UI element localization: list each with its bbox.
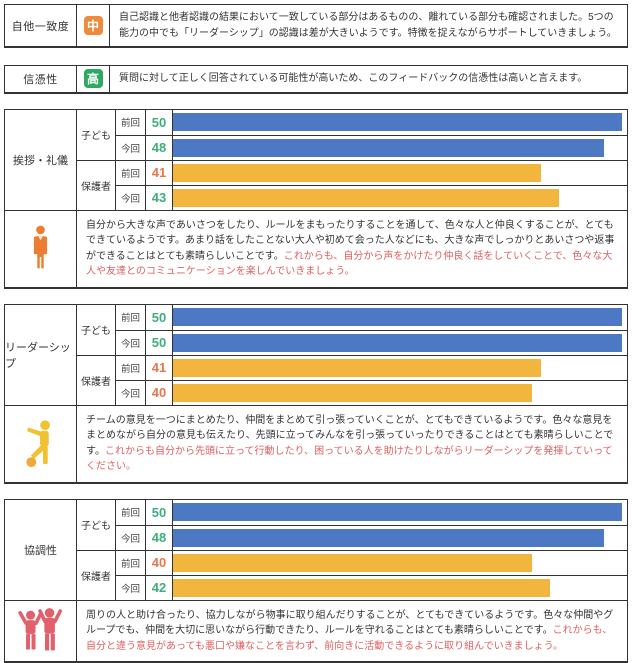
level-badge: 中 [84, 16, 103, 35]
self-other-agreement-box: 自他一致度 中 自己認識と他者認識の結果において一致している部分はあるものの、離… [4, 4, 628, 48]
section-title: 協調性 [5, 500, 77, 600]
score-bar [173, 359, 541, 377]
score-bar [173, 113, 622, 131]
badge-cell: 中 [77, 5, 110, 46]
score-value: 50 [146, 110, 173, 135]
section-title: リーダーシップ [5, 305, 77, 405]
score-bar [173, 579, 550, 597]
score-bar [173, 503, 622, 521]
score-value: 48 [146, 135, 173, 160]
standing-person-icon [31, 225, 50, 272]
level-badge: 高 [84, 69, 103, 88]
comment-text: チームの意見を一つにまとめたり、仲間をまとめて引っ張っていくことが、とてもできて… [77, 406, 627, 482]
time-label: 前回 [116, 550, 146, 575]
comment-box: 周りの人と助け合ったり、協力しながら物事に取り組んだりすることが、とてもできてい… [4, 601, 628, 663]
comment-text: 自分から大きな声であいさつをしたり、ルールをまもったりすることを通して、色々な人… [77, 211, 627, 287]
score-bar [173, 529, 604, 547]
score-value: 50 [146, 305, 173, 330]
score-bar [173, 334, 622, 352]
time-label: 今回 [116, 525, 146, 550]
score-bar [173, 189, 559, 207]
section-leadership: リーダーシップ 子ども 前回 50 今回 50 保護者 前回 41 今回 40 … [4, 304, 628, 484]
time-label: 今回 [116, 185, 146, 210]
time-label: 今回 [116, 575, 146, 600]
score-value: 40 [146, 380, 173, 405]
section-title: 挨拶・礼儀 [5, 110, 77, 210]
summary-text: 質問に対して正しく回答されている可能性が高いため、このフィードバックの信憑性は高… [110, 66, 627, 92]
time-label: 前回 [116, 305, 146, 330]
group-label-child: 子ども [77, 110, 116, 160]
summary-label: 自他一致度 [5, 5, 77, 46]
time-label: 前回 [116, 500, 146, 525]
soccer-player-icon [24, 419, 57, 469]
score-chart: 挨拶・礼儀 子ども 前回 50 今回 48 保護者 前回 41 今回 43 [4, 109, 628, 211]
comment-box: チームの意見を一つにまとめたり、仲間をまとめて引っ張っていくことが、とてもできて… [4, 406, 628, 484]
score-value: 42 [146, 575, 173, 600]
group-label-guardian: 保護者 [77, 355, 116, 405]
section-cooperation: 協調性 子ども 前回 50 今回 48 保護者 前回 40 今回 42 [4, 499, 628, 663]
score-value: 41 [146, 355, 173, 380]
score-chart: 協調性 子ども 前回 50 今回 48 保護者 前回 40 今回 42 [4, 499, 628, 601]
two-people-icon [17, 606, 64, 655]
score-bar [173, 384, 532, 402]
score-bar [173, 554, 532, 572]
score-bar [173, 139, 604, 157]
score-bar [173, 308, 622, 326]
group-label-child: 子ども [77, 305, 116, 355]
score-value: 50 [146, 330, 173, 355]
score-value: 41 [146, 160, 173, 185]
time-label: 前回 [116, 160, 146, 185]
score-value: 40 [146, 550, 173, 575]
group-label-child: 子ども [77, 500, 116, 550]
time-label: 前回 [116, 110, 146, 135]
summary-label: 信憑性 [5, 66, 77, 92]
score-value: 43 [146, 185, 173, 210]
score-value: 48 [146, 525, 173, 550]
comment-text: 周りの人と助け合ったり、協力しながら物事に取り組んだりすることが、とてもできてい… [77, 601, 627, 662]
score-chart: リーダーシップ 子ども 前回 50 今回 50 保護者 前回 41 今回 40 [4, 304, 628, 406]
comment-main: 周りの人と助け合ったり、協力しながら物事に取り組んだりすることが、とてもできてい… [86, 610, 613, 637]
score-bar [173, 164, 541, 182]
comment-box: 自分から大きな声であいさつをしたり、ルールをまもったりすることを通して、色々な人… [4, 211, 628, 289]
credibility-box: 信憑性 高 質問に対して正しく回答されている可能性が高いため、このフィードバック… [4, 65, 628, 94]
badge-cell: 高 [77, 66, 110, 92]
time-label: 今回 [116, 380, 146, 405]
time-label: 今回 [116, 135, 146, 160]
summary-text: 自己認識と他者認識の結果において一致している部分はあるものの、離れている部分も確… [110, 5, 627, 46]
score-value: 50 [146, 500, 173, 525]
time-label: 今回 [116, 330, 146, 355]
group-label-guardian: 保護者 [77, 160, 116, 210]
group-label-guardian: 保護者 [77, 550, 116, 600]
time-label: 前回 [116, 355, 146, 380]
section-greeting-manners: 挨拶・礼儀 子ども 前回 50 今回 48 保護者 前回 41 今回 43 自分… [4, 109, 628, 289]
comment-advice: これからも自分から先頭に立って行動したり、困っている人を助けたりしながらリーダー… [86, 446, 613, 473]
